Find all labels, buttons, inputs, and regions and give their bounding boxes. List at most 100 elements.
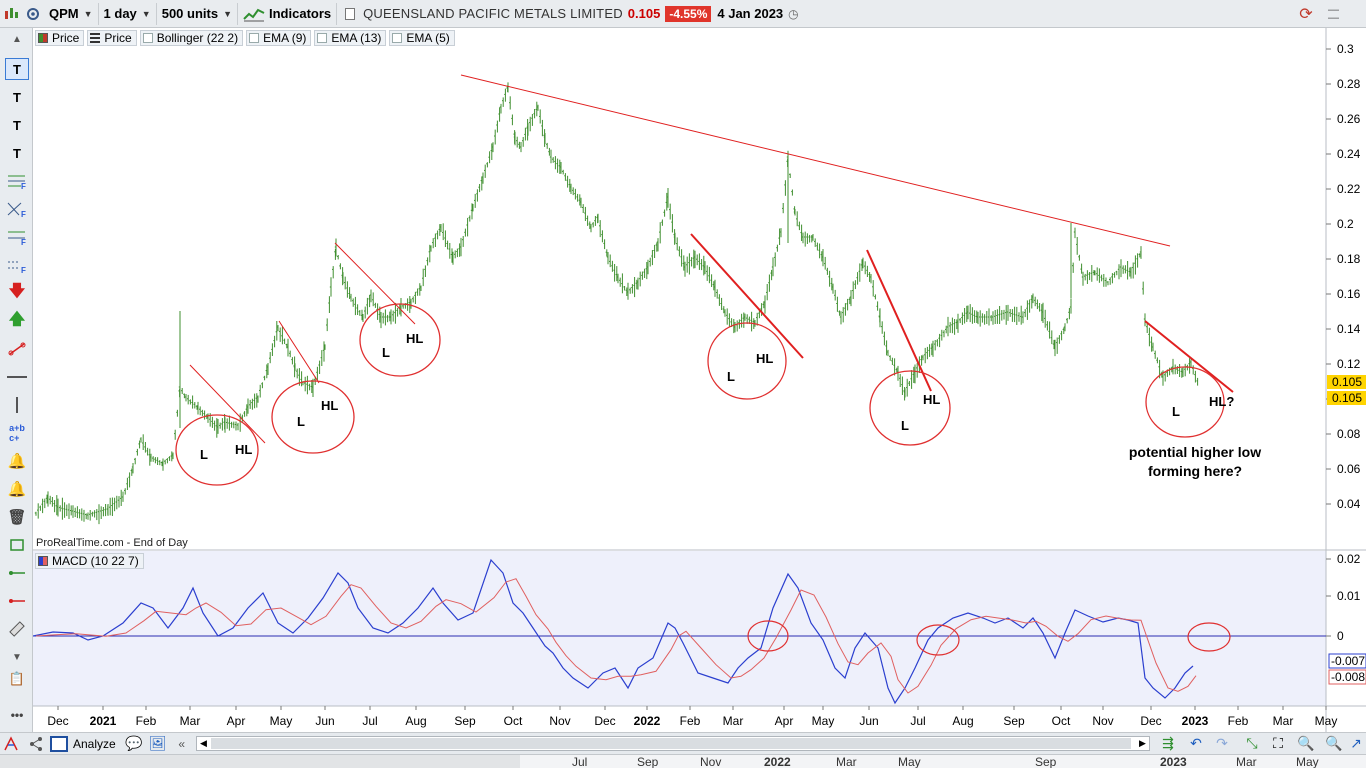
time-scrollbar[interactable]: ◀ ▶ xyxy=(196,736,1150,751)
annotation-circle xyxy=(707,322,787,400)
legend-ema-9[interactable]: EMA (9) xyxy=(246,29,312,46)
autoscale-icon[interactable]: ⤡ xyxy=(1246,735,1258,751)
instrument-info: QUEENSLAND PACIFIC METALS LIMITED 0.105 … xyxy=(345,5,799,22)
time-tick-label: Jun xyxy=(859,714,878,728)
zoom-out-icon[interactable]: 🔍 xyxy=(1297,735,1315,751)
last-price-badge xyxy=(1327,375,1366,389)
chat-icon[interactable]: 💬 xyxy=(124,735,143,751)
chart-type-icon[interactable] xyxy=(0,3,22,25)
macd-value-label: -0.007 xyxy=(1331,654,1365,668)
vertical-line-icon[interactable] xyxy=(5,394,29,416)
zoom-box-icon[interactable] xyxy=(5,534,29,556)
fit-icon[interactable]: ⛶ xyxy=(1273,735,1283,751)
scroll-right-icon[interactable]: ▶ xyxy=(1139,738,1146,748)
overview-label: May xyxy=(1296,755,1319,768)
fibonacci-time-icon[interactable]: F xyxy=(5,254,29,276)
ruler-icon[interactable] xyxy=(5,618,29,640)
time-tick-label: Mar xyxy=(180,714,201,728)
time-tick-label: 2023 xyxy=(1182,714,1209,728)
overview-shade xyxy=(0,755,520,768)
scroll-left-icon[interactable]: ◀ xyxy=(200,738,207,748)
overview-timeline[interactable]: Jul Sep Nov 2022 Mar May Sep 2023 Mar Ma… xyxy=(0,754,1366,768)
checkbox-icon xyxy=(317,32,328,43)
trendline xyxy=(460,74,1171,247)
price-tick-label: 0.18 xyxy=(1337,252,1361,266)
legend-price-2[interactable]: Price xyxy=(87,29,137,46)
legend-ema-5[interactable]: EMA (5) xyxy=(389,29,455,46)
symbol-label: QPM xyxy=(49,6,79,21)
chart-panel[interactable]: 0.3 0.28 0.26 0.24 0.22 0.2 0.18 0.16 0.14 0.12 0.… xyxy=(33,28,1366,732)
scroll-thumb[interactable] xyxy=(211,738,1131,749)
change-badge: -4.55% xyxy=(665,5,712,22)
template-icon[interactable]: 📋 xyxy=(8,671,26,686)
fibonacci-retracement-icon[interactable]: F xyxy=(5,226,29,248)
indicators-button[interactable]: Indicators xyxy=(238,2,338,25)
time-tick-label: Oct xyxy=(504,714,523,728)
fibonacci-arcs-icon[interactable]: F xyxy=(5,198,29,220)
overview-label: May xyxy=(898,755,921,768)
up-arrow-icon[interactable]: 🡅 xyxy=(8,310,26,328)
overview-label: 2022 xyxy=(764,755,791,768)
legend-bollinger[interactable]: Bollinger (22 2) xyxy=(139,29,244,46)
annotation-note: potential higher low xyxy=(1129,444,1261,460)
share-icon[interactable] xyxy=(24,734,48,754)
settings-icon[interactable] xyxy=(22,3,44,25)
undo-icon[interactable]: ↶ xyxy=(1190,735,1202,751)
legend-ema-13[interactable]: EMA (13) xyxy=(314,29,387,46)
text-tool-4-icon[interactable]: T xyxy=(13,145,21,161)
sell-order-icon[interactable] xyxy=(5,590,29,612)
last-price-badge-label: 0.105 xyxy=(1332,391,1362,405)
time-tick-label: Feb xyxy=(680,714,701,728)
time-tick-label: Apr xyxy=(775,714,794,728)
timeframe-selector[interactable]: 1 day ▼ xyxy=(99,2,157,25)
checkbox-icon xyxy=(392,32,403,43)
fibonacci-fan-icon[interactable]: F xyxy=(5,170,29,192)
analyze-button[interactable]: Analyze xyxy=(50,735,116,752)
alert-bell-icon[interactable]: 🔔 xyxy=(7,453,27,470)
chevron-down-icon: ▼ xyxy=(141,8,151,19)
data-source-note: ProRealTime.com - End of Day xyxy=(36,537,188,549)
price-tick-label: 0.08 xyxy=(1337,427,1361,441)
legend-macd[interactable]: MACD (10 22 7) xyxy=(35,553,144,569)
trendline xyxy=(690,233,804,359)
price-tick-label: 0.04 xyxy=(1337,497,1361,511)
alert-bell-2-icon[interactable]: 🔔 xyxy=(7,481,27,498)
minimize-icon[interactable]: — xyxy=(1328,4,1339,16)
overview-label: Sep xyxy=(1035,755,1057,768)
price-chart-canvas[interactable]: 0.3 0.28 0.26 0.24 0.22 0.2 0.18 0.16 0.14 0.12 0.… xyxy=(33,28,1366,732)
units-selector[interactable]: 500 units ▼ xyxy=(157,2,238,25)
annotation-label: L xyxy=(297,414,305,429)
refresh-icon[interactable]: ⟳ xyxy=(1299,6,1313,23)
annotation-label: L xyxy=(382,345,390,360)
collapse-chevron-icon[interactable]: ▲ xyxy=(12,33,22,45)
more-dots-icon[interactable]: ••• xyxy=(10,708,24,722)
text-tool-2-icon[interactable]: T xyxy=(13,89,21,105)
down-arrow-icon[interactable]: 🡇 xyxy=(8,282,26,300)
buy-order-icon[interactable] xyxy=(5,562,29,584)
price-tick-label: 0.06 xyxy=(1337,462,1361,476)
trendline-tool-icon[interactable] xyxy=(5,338,29,360)
expand-icon[interactable]: ↗ xyxy=(1350,735,1362,751)
time-tick-label: Sep xyxy=(1003,714,1025,728)
scroll-to-latest-icon[interactable]: ⇶ xyxy=(1162,735,1174,751)
zoom-in-icon[interactable]: 🔍 xyxy=(1325,735,1343,751)
legend-price-1[interactable]: Price xyxy=(35,29,85,46)
horizontal-line-icon[interactable] xyxy=(5,366,29,388)
annotation-circle xyxy=(175,414,259,486)
double-left-icon[interactable]: « xyxy=(178,736,186,751)
time-tick-label: Jun xyxy=(315,714,334,728)
collapse-down-chevron-icon[interactable]: ▼ xyxy=(12,651,22,663)
trendline xyxy=(1144,320,1234,393)
redo-icon[interactable]: ↷ xyxy=(1216,735,1228,751)
screenshot-icon[interactable]: 🖼 xyxy=(148,735,167,751)
legend-label: EMA (5) xyxy=(406,30,450,45)
restore-icon[interactable]: — xyxy=(1328,12,1339,24)
text-tool-3-icon[interactable]: T xyxy=(13,117,21,133)
price-tick-label: 0.3 xyxy=(1337,42,1354,56)
pencil-ruler-icon[interactable] xyxy=(0,734,24,754)
symbol-selector[interactable]: QPM ▼ xyxy=(44,2,99,25)
text-tool-icon[interactable]: T xyxy=(5,58,29,80)
price-swatch xyxy=(38,32,48,43)
add-variable-icon[interactable]: a+b c+ xyxy=(9,423,25,443)
trash-icon[interactable]: 🗑 xyxy=(7,509,27,526)
